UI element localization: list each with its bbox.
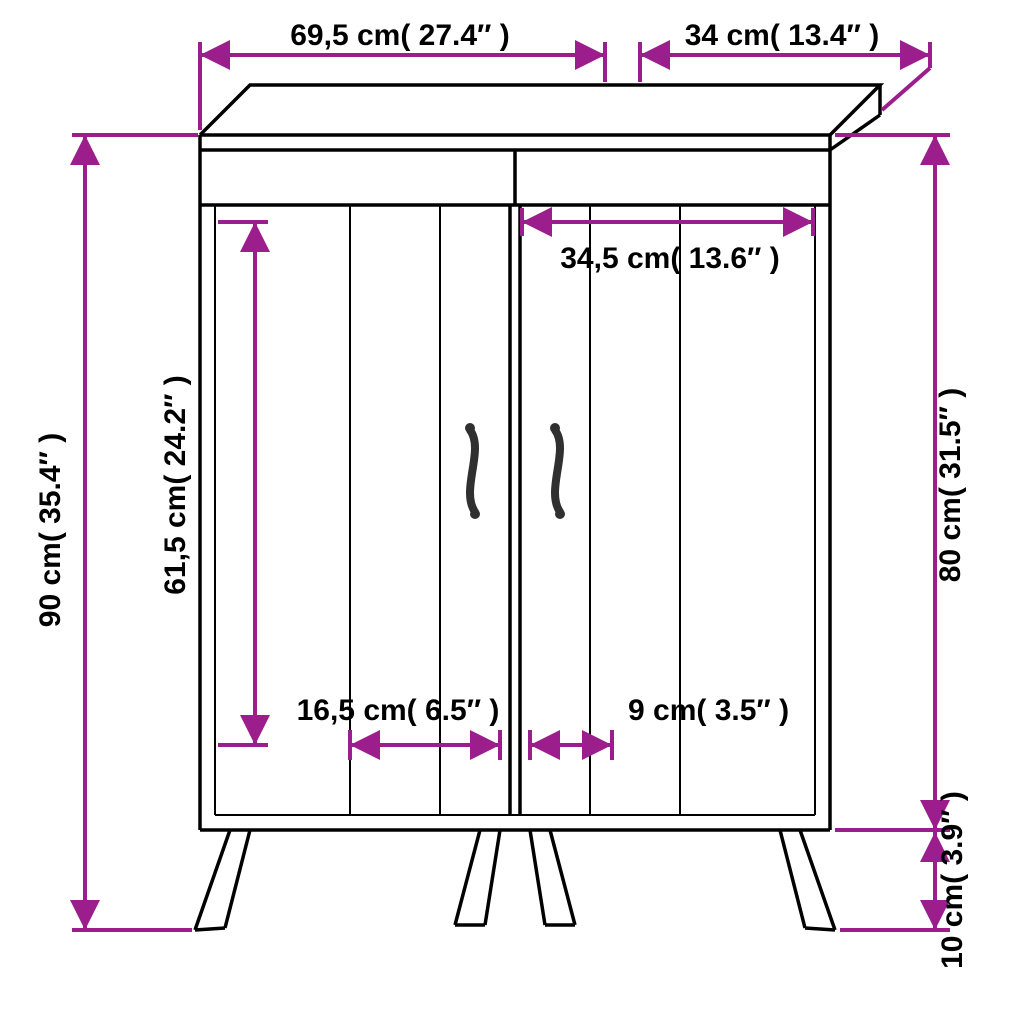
dim-total-h-label: 90 cm( 35.4″ ) [34, 433, 67, 627]
dim-shelf-label: 34,5 cm( 13.6″ ) [560, 242, 780, 275]
dim-gap-label: 9 cm( 3.5″ ) [628, 694, 789, 727]
dim-shelf-width: 34,5 cm( 13.6″ ) [522, 208, 813, 275]
dim-width-label: 69,5 cm( 27.4″ ) [290, 19, 510, 52]
dim-door-h-label: 61,5 cm( 24.2″ ) [159, 375, 192, 595]
cabinet-outline [195, 85, 880, 930]
dim-panel-widths: 16,5 cm( 6.5″ ) 9 cm( 3.5″ ) [297, 694, 790, 760]
dimension-diagram: 69,5 cm( 27.4″ ) 34 cm( 13.4″ ) 34,5 cm(… [0, 0, 1024, 1024]
handle-icon [465, 423, 565, 519]
dim-panel-label: 16,5 cm( 6.5″ ) [297, 694, 500, 727]
dim-leg-height: 10 cm( 3.9″ ) [840, 791, 969, 969]
dim-leg-h-label: 10 cm( 3.9″ ) [936, 791, 969, 969]
dim-width: 69,5 cm( 27.4″ ) [200, 19, 605, 130]
dim-depth: 34 cm( 13.4″ ) [640, 19, 930, 110]
dim-door-height: 61,5 cm( 24.2″ ) [159, 222, 268, 745]
dim-body-height: 80 cm( 31.5″ ) [835, 135, 967, 830]
dim-body-h-label: 80 cm( 31.5″ ) [934, 388, 967, 582]
dim-depth-label: 34 cm( 13.4″ ) [685, 19, 879, 52]
